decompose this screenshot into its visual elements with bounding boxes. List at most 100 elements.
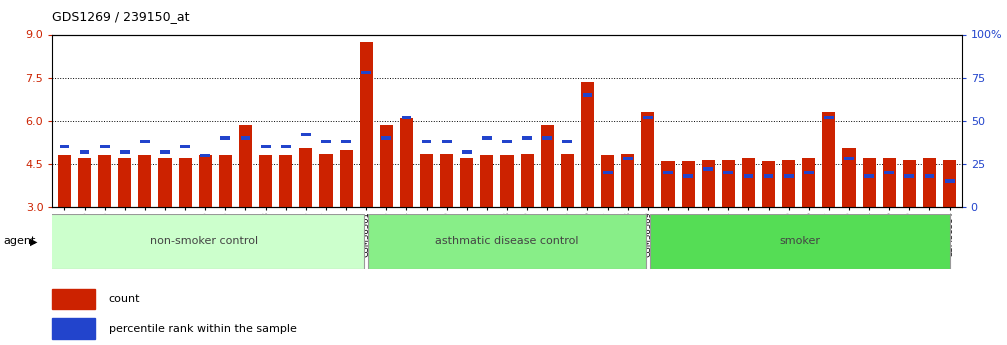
Bar [442,140,451,143]
Bar [521,154,534,207]
Bar [382,136,392,140]
Bar [703,167,713,171]
Bar [844,157,854,160]
Bar [804,171,814,174]
Bar [843,148,856,207]
Bar [543,136,552,140]
Bar [803,158,816,207]
Bar [239,125,252,207]
Bar [662,161,675,207]
Bar [904,174,914,178]
Text: count: count [109,294,140,304]
Bar [241,136,251,140]
Bar [44,214,364,269]
Bar [321,140,331,143]
Bar [52,289,95,309]
Bar [460,158,473,207]
Bar [884,171,894,174]
Bar [823,112,836,207]
Text: asthmatic disease control: asthmatic disease control [435,237,579,246]
Bar [863,158,876,207]
Text: ▶: ▶ [30,237,37,246]
Bar [198,155,211,207]
Bar [52,318,95,339]
Bar [663,171,673,174]
Bar [462,150,471,154]
Bar [883,158,896,207]
Bar [641,112,655,207]
Bar [59,145,69,148]
Bar [422,140,431,143]
Bar [339,149,352,207]
Bar [743,174,753,178]
Bar [683,174,693,178]
Bar [261,145,271,148]
Bar [864,174,874,178]
Bar [420,154,433,207]
Bar [742,158,755,207]
Bar [923,158,937,207]
Bar [783,174,794,178]
Bar [502,140,512,143]
Bar [762,161,775,207]
Text: non-smoker control: non-smoker control [150,237,258,246]
Bar [642,116,653,119]
Bar [98,155,111,207]
Bar [359,42,373,207]
Bar [279,155,292,207]
Bar [80,150,90,154]
Bar [319,154,332,207]
Bar [903,159,916,207]
Bar [160,150,170,154]
Bar [621,154,634,207]
Bar [722,159,735,207]
Bar [138,155,151,207]
Bar [301,133,311,136]
Bar [400,118,413,207]
Bar [702,159,715,207]
Bar [563,140,572,143]
Bar [581,82,594,207]
Bar [603,171,612,174]
Bar [219,155,232,207]
Bar [723,171,733,174]
Bar [440,154,453,207]
Bar [368,214,646,269]
Bar [945,179,955,183]
Bar [200,154,210,157]
Bar [480,155,493,207]
Bar [500,155,514,207]
Bar [221,136,231,140]
Text: agent: agent [3,237,35,246]
Bar [362,71,372,74]
Bar [259,155,272,207]
Text: percentile rank within the sample: percentile rank within the sample [109,324,297,334]
Bar [601,155,614,207]
Bar [583,93,592,97]
Bar [140,140,150,143]
Bar [100,145,110,148]
Bar [402,116,411,119]
Bar [561,154,574,207]
Bar [57,155,70,207]
Bar [682,161,695,207]
Bar [180,145,190,148]
Bar [120,150,130,154]
Bar [824,116,834,119]
Bar [281,145,291,148]
Text: smoker: smoker [779,237,821,246]
Text: GDS1269 / 239150_at: GDS1269 / 239150_at [52,10,190,23]
Bar [944,159,957,207]
Bar [158,158,171,207]
Bar [78,158,91,207]
Bar [380,125,393,207]
Bar [782,159,796,207]
Bar [299,148,312,207]
Bar [118,158,131,207]
Bar [341,140,351,143]
Bar [178,158,191,207]
Bar [523,136,532,140]
Bar [541,125,554,207]
Bar [622,157,632,160]
Bar [763,174,773,178]
